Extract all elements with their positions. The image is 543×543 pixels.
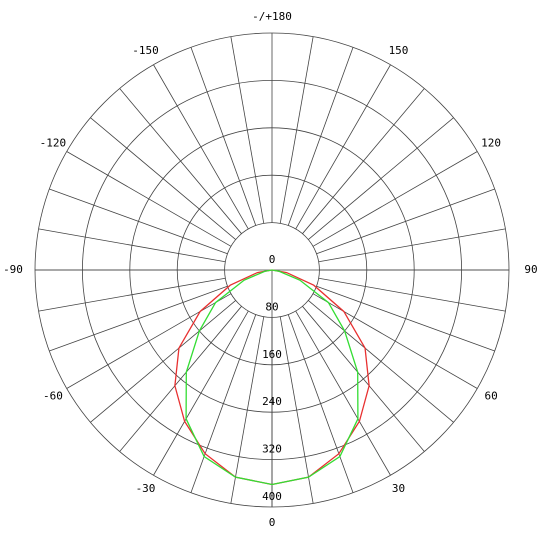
spoke [66,151,232,247]
angle-label: 90 [524,263,537,276]
angle-label: -60 [43,390,63,403]
angle-label: -120 [40,137,67,150]
spoke [190,314,257,493]
spoke [312,151,478,247]
spoke [316,188,495,255]
spoke [49,188,228,255]
angle-label: -/+180 [252,10,292,23]
spoke [190,47,257,226]
radial-label: 80 [265,300,278,313]
spoke [279,36,314,224]
angle-label: 120 [481,137,501,150]
angle-label: 60 [484,390,497,403]
angle-label: 0 [269,516,276,529]
spoke [302,306,425,452]
spoke [318,228,506,263]
radial-label: 320 [262,443,282,456]
spoke [66,293,232,389]
spoke [230,36,265,224]
spoke [302,88,425,234]
radial-label: 240 [262,395,282,408]
spoke [316,285,495,352]
spoke [295,64,391,230]
angle-label: 150 [389,44,409,57]
spoke [287,314,354,493]
curve [185,269,359,486]
radial-label: 400 [262,490,282,503]
spoke [153,64,249,230]
spoke [295,310,391,476]
angle-label: 30 [392,482,405,495]
spoke [90,117,236,240]
spoke [153,310,249,476]
radial-label: 0 [269,253,276,266]
spoke [318,277,506,312]
angle-label: -150 [132,44,159,57]
spoke [308,300,454,423]
radial-label: 160 [262,348,282,361]
spoke [279,316,314,504]
spoke [38,277,226,312]
spoke [90,300,236,423]
spoke [312,293,478,389]
angle-label: -90 [3,263,23,276]
spoke [230,316,265,504]
spoke [49,285,228,352]
spoke [308,117,454,240]
angle-label: -30 [136,482,156,495]
spoke [119,88,242,234]
spoke [119,306,242,452]
spoke [287,47,354,226]
spoke [38,228,226,263]
